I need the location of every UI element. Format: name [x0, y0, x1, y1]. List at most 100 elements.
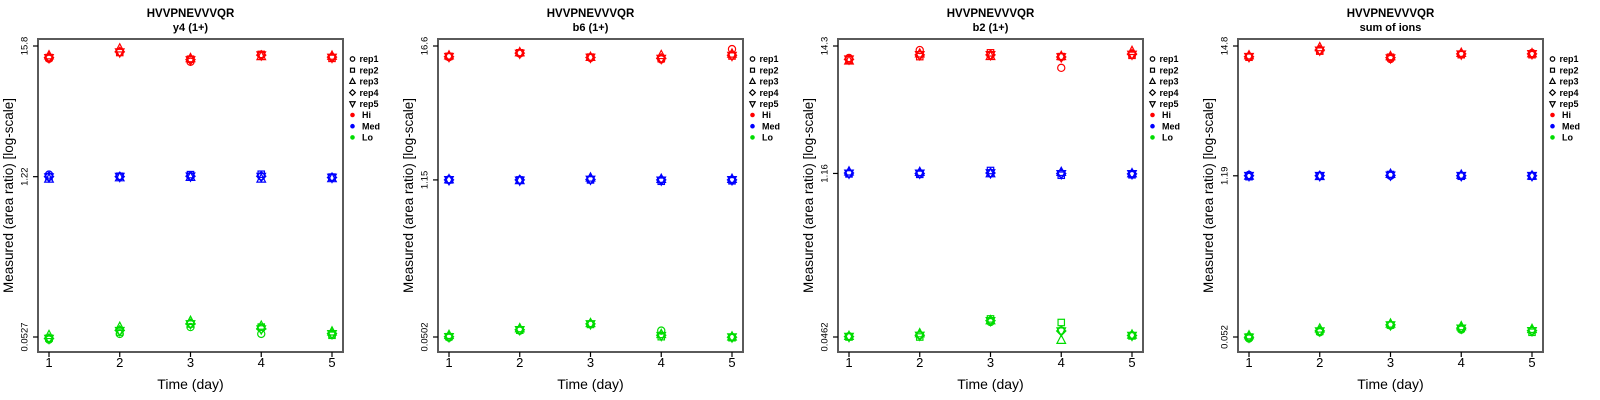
y-tick-label: 1.19: [1220, 167, 1231, 186]
legend-label-rep5: rep5: [1160, 99, 1179, 109]
marker-circle: [1149, 56, 1156, 62]
plot-area-box: [1237, 38, 1544, 353]
marker-circle: [749, 56, 756, 62]
marker-triangle-up: [585, 50, 596, 62]
marker-triangle-down: [1243, 171, 1255, 182]
axis-ticks: 1 2 3 4 5 15.8 1.22 0.0527: [20, 37, 336, 370]
marker-triangle-down: [1455, 50, 1467, 61]
y-tick-label: 1.16: [820, 164, 831, 183]
legend-dot-lo: [750, 135, 755, 140]
y-tick-label: 0.0502: [420, 322, 431, 351]
y-tick-label: 0.0462: [820, 322, 831, 351]
marker-triangle-down: [185, 320, 196, 331]
x-tick-label: 3: [1387, 355, 1394, 370]
marker-triangle-down: [655, 331, 667, 342]
marker-triangle-up: [1243, 169, 1255, 180]
marker-diamond: [1548, 88, 1557, 97]
marker-triangle-down: [1455, 171, 1467, 182]
legend-dot-med: [750, 123, 755, 129]
marker-triangle-down: [1243, 333, 1255, 344]
legend-label-rep3: rep3: [1160, 77, 1179, 87]
med-series: [443, 171, 738, 187]
marker-triangle-down: [914, 50, 926, 62]
legend-dot-hi: [350, 112, 355, 118]
legend-label-rep1: rep1: [760, 54, 779, 64]
legend-dot-med: [1150, 123, 1155, 129]
marker-triangle-down: [43, 334, 55, 345]
marker-triangle-up: [514, 174, 526, 185]
x-tick-label: 2: [116, 355, 123, 370]
marker-circle: [1057, 63, 1066, 73]
plot-subtitle: y4 (1+): [173, 22, 208, 34]
hi-series: [843, 45, 1138, 73]
legend-label-rep2: rep2: [1160, 65, 1179, 75]
plot-subtitle: b6 (1+): [573, 22, 609, 34]
data-points: [43, 42, 338, 345]
legend-label-Hi: Hi: [762, 110, 771, 120]
marker-triangle-up: [348, 77, 357, 85]
legend-label-rep5: rep5: [1560, 99, 1579, 109]
x-tick-label: 3: [587, 355, 594, 370]
y-axis-label: Measured (area ratio) [log-scale]: [1201, 98, 1216, 293]
marker-triangle-down: [726, 176, 738, 187]
subplot-sum-of-ions: HVVPNEVVVQR sum of ions Measured (area r…: [1201, 8, 1580, 392]
marker-triangle-down: [114, 48, 126, 59]
marker-triangle-down: [726, 333, 738, 344]
x-axis-label: Time (day): [1357, 376, 1423, 392]
x-tick-label: 5: [728, 355, 735, 370]
y-axis-label: Measured (area ratio) [log-scale]: [401, 98, 416, 293]
axis-ticks: 1 2 3 4 5 14.8 1.19 0.052: [1220, 37, 1536, 370]
marker-triangle-down: [114, 326, 126, 337]
y-tick-label: 16.6: [420, 37, 431, 56]
marker-triangle-down: [1526, 49, 1538, 61]
marker-triangle-down: [1548, 101, 1557, 109]
legend-label-Med: Med: [1562, 121, 1580, 131]
legend-label-rep4: rep4: [1560, 88, 1579, 98]
marker-triangle-up: [1126, 45, 1138, 56]
x-tick-label: 2: [916, 355, 923, 370]
x-tick-label: 5: [328, 355, 335, 370]
lo-series: [843, 314, 1138, 344]
marker-diamond: [348, 88, 357, 97]
x-tick-label: 5: [1128, 355, 1135, 370]
legend-label-Med: Med: [762, 121, 780, 131]
marker-triangle-up: [1148, 77, 1157, 85]
marker-triangle-down: [1526, 171, 1538, 182]
marker-diamond: [748, 88, 757, 97]
marker-triangle-up: [514, 46, 526, 57]
legend-dot-lo: [1550, 135, 1555, 140]
y-tick-label: 1.15: [420, 171, 431, 190]
marker-triangle-down: [43, 54, 55, 65]
y-tick-label: 14.3: [820, 37, 831, 56]
legend-label-Hi: Hi: [362, 110, 371, 120]
subplot-b6-1plus: HVVPNEVVVQR b6 (1+) Measured (area ratio…: [401, 8, 780, 392]
marker-square: [349, 67, 356, 73]
marker-triangle-down: [1243, 52, 1255, 63]
marker-triangle-down: [1055, 169, 1067, 181]
legend-label-rep4: rep4: [1160, 88, 1179, 98]
legend-label-rep5: rep5: [760, 99, 779, 109]
axis-ticks: 1 2 3 4 5 14.3 1.16 0.0462: [820, 37, 1136, 370]
marker-triangle-down: [326, 53, 338, 64]
y-tick-label: 0.052: [1220, 325, 1231, 349]
legend-label-rep2: rep2: [760, 65, 779, 75]
marker-triangle-down: [985, 169, 996, 180]
plot-title: HVVPNEVVVQR: [1347, 8, 1435, 20]
marker-triangle-down: [514, 49, 526, 60]
legend-label-rep1: rep1: [1160, 54, 1179, 64]
legend-dot-lo: [1150, 135, 1155, 140]
marker-triangle-down: [185, 172, 196, 183]
marker-triangle-up: [1548, 77, 1557, 85]
marker-triangle-down: [348, 101, 357, 109]
x-axis-label: Time (day): [957, 376, 1023, 392]
legend-label-rep1: rep1: [1560, 54, 1579, 64]
legend-dot-hi: [1150, 112, 1155, 118]
marker-square: [1549, 67, 1556, 73]
legend-dot-hi: [750, 112, 755, 118]
legend-dot-hi: [1550, 112, 1555, 118]
marker-triangle-down: [1385, 171, 1396, 182]
